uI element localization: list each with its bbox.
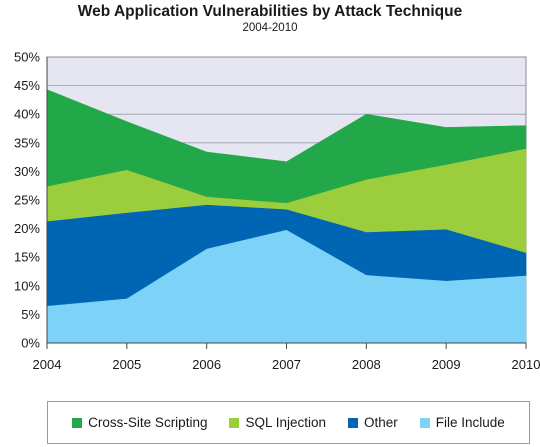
x-tick-label: 2010 [512, 357, 540, 372]
legend-swatch [72, 417, 83, 428]
y-tick-label: 0% [21, 336, 40, 351]
legend-label: Other [364, 415, 398, 430]
x-tick-label: 2009 [432, 357, 461, 372]
x-tick-label: 2008 [352, 357, 381, 372]
legend-item-other: Other [348, 415, 398, 430]
legend-label: SQL Injection [245, 415, 327, 430]
y-tick-label: 45% [14, 78, 40, 93]
y-tick-label: 35% [14, 135, 40, 150]
y-tick-label: 15% [14, 250, 40, 265]
x-tick-label: 2007 [272, 357, 301, 372]
legend-label: Cross-Site Scripting [88, 415, 208, 430]
chart-plot: 0% 5% 10% 15% 20% 25% 30% 35% 40% 45% 50% 2004 2005 2… [14, 50, 540, 373]
area-cross-site-scripting [46, 89, 527, 204]
chart-subtitle: 2004-2010 [242, 22, 298, 34]
y-tick-label: 50% [14, 50, 40, 65]
chart-legend: Cross-Site Scripting SQL Injection Other Fi… [47, 401, 530, 444]
y-tick-label: 40% [14, 107, 40, 122]
x-tick-label: 2006 [192, 357, 221, 372]
chart-title: Web Application Vulnerabilities by Attac… [77, 3, 463, 20]
legend-item-sql-injection: SQL Injection [229, 415, 326, 430]
legend-item-file-include: File Include [419, 415, 505, 430]
y-tick-label: 20% [14, 221, 40, 236]
y-tick-label: 25% [14, 193, 40, 208]
legend-swatch [419, 417, 430, 428]
legend-label: File Include [435, 415, 505, 430]
legend-swatch [229, 417, 240, 428]
y-tick-label: 5% [21, 307, 40, 322]
x-tick-label: 2004 [33, 357, 62, 372]
legend-swatch [348, 417, 359, 428]
x-tick-label: 2005 [112, 357, 141, 372]
legend-item-cross-site-scripting: Cross-Site Scripting [72, 415, 207, 430]
y-tick-label: 30% [14, 164, 40, 179]
y-tick-label: 10% [14, 278, 40, 293]
